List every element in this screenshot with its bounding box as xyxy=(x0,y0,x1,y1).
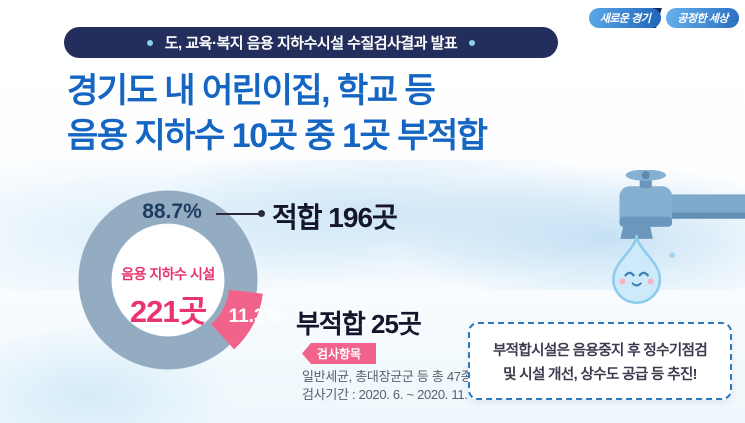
banner-dot-icon xyxy=(146,39,153,46)
test-period-text: 검사기간 : 2020. 6. ~ 2020. 11. xyxy=(302,387,468,402)
brand-badge-fair-world: 공정한 세상 xyxy=(666,8,739,28)
donut-center-label: 음용 지하수 시설 xyxy=(121,266,215,282)
page-title-line2: 음용 지하수 10곳 중 1곳 부적합 xyxy=(67,117,488,155)
donut-chart xyxy=(78,190,264,373)
announcement-banner: 도, 교육·복지 음용 지하수시설 수질검사결과 발표 xyxy=(64,27,558,58)
donut-center-value: 221곳 xyxy=(129,294,207,329)
page-title: 경기도 내 어린이집, 학교 등 음용 지하수 10곳 중 1곳 부적합 xyxy=(67,69,488,159)
faucet-illustration xyxy=(612,170,745,304)
banner-text: 도, 교육·복지 음용 지하수시설 수질검사결과 발표 xyxy=(164,35,458,52)
donut-hole xyxy=(112,224,224,336)
water-drop-character-icon xyxy=(612,234,676,304)
donut-pass-arc xyxy=(78,190,258,370)
donut-fail-arc xyxy=(83,192,264,373)
action-note-line1: 부적합시설은 음용중지 후 정수기점검 xyxy=(492,342,708,359)
banner-dot-icon xyxy=(469,39,476,46)
pass-leader-dot xyxy=(258,210,265,217)
brand-badge-new-gyeonggi: 새로운 경기 xyxy=(588,8,662,28)
page-title-line1: 경기도 내 어린이집, 학교 등 xyxy=(67,72,436,110)
brand-badge-label: 공정한 세상 xyxy=(677,13,728,25)
action-note-line2: 및 시설 개선, 상수도 공급 등 추진! xyxy=(503,366,697,383)
donut-center-label-group: 음용 지하수 시설 221곳 xyxy=(96,264,240,331)
brand-badge-label: 새로운 경기 xyxy=(599,13,651,25)
pass-leader-line xyxy=(216,213,260,215)
brand-badges: 새로운 경기 공정한 세상 xyxy=(588,8,739,28)
test-items-text: 일반세균, 총대장균군 등 총 47종 xyxy=(302,369,473,384)
faucet-icon xyxy=(619,170,745,239)
test-items-tag: 검사항목 xyxy=(302,343,376,364)
pass-count-label: 적합 196곳 xyxy=(272,202,398,233)
fail-percent-label: 11.3% xyxy=(228,306,282,327)
fail-count-label: 부적합 25곳 xyxy=(296,309,422,339)
action-note-box: 부적합시설은 음용중지 후 정수기점검 및 시설 개선, 상수도 공급 등 추진… xyxy=(468,322,732,400)
pass-percent-label: 88.7% xyxy=(142,200,202,223)
